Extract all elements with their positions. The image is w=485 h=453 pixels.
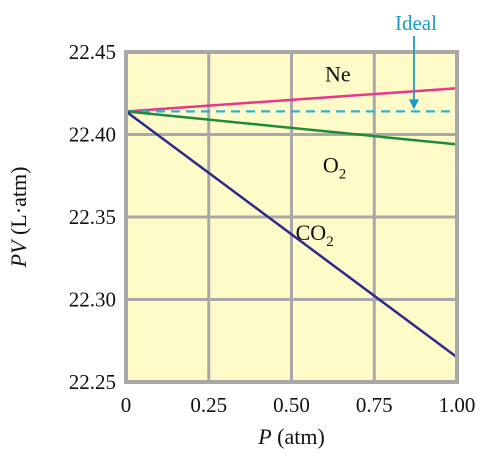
ideal-annotation-label: Ideal [395, 11, 437, 35]
y-tick-label: 22.25 [69, 370, 116, 394]
series-line-ne [125, 87, 458, 113]
series-lines [125, 87, 458, 359]
plot-frame [124, 50, 459, 384]
y-tick-label: 22.30 [69, 288, 116, 312]
y-axis-ticks: 22.25 22.30 22.35 22.40 22.45 [69, 40, 116, 394]
x-tick-label: 0.50 [273, 393, 310, 417]
series-line-o2 [125, 110, 458, 146]
ideal-arrow-head [408, 99, 419, 110]
y-axis-label: PV (L·atm) [6, 167, 31, 269]
y-tick-label: 22.35 [69, 205, 116, 229]
series-line-co2 [125, 110, 458, 359]
series-label-o2: O2 [323, 152, 346, 182]
x-tick-label: 1.00 [439, 393, 476, 417]
series-label-co2: CO2 [296, 220, 334, 250]
x-axis-ticks: 0 0.25 0.50 0.75 1.00 [121, 393, 476, 417]
x-axis-label: P (atm) [257, 424, 325, 449]
x-tick-label: 0.75 [356, 393, 393, 417]
x-tick-label: 0.25 [190, 393, 227, 417]
series-labels: Ne O2 CO2 Ideal [296, 11, 437, 250]
y-tick-label: 22.45 [69, 40, 116, 64]
x-tick-label: 0 [121, 393, 132, 417]
series-label-ne: Ne [325, 62, 351, 87]
y-tick-label: 22.40 [69, 123, 116, 147]
